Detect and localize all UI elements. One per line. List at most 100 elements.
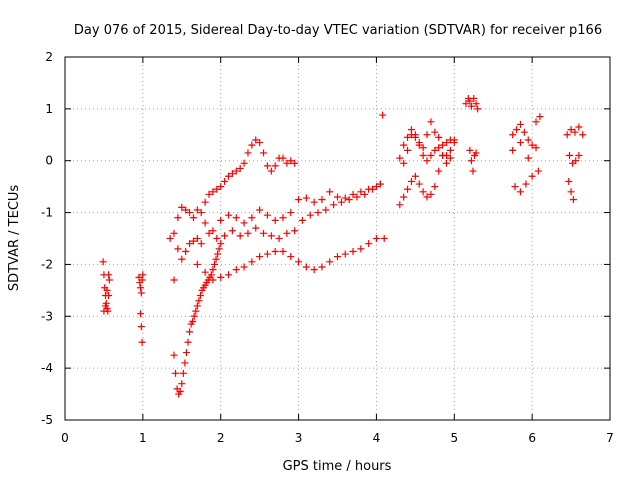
series-track-3 — [174, 180, 384, 255]
data-point — [225, 271, 232, 279]
data-point — [419, 152, 427, 160]
data-point — [302, 194, 310, 202]
data-point — [193, 302, 201, 310]
data-point — [472, 149, 480, 157]
data-point — [248, 258, 256, 266]
data-point — [341, 194, 349, 202]
data-point — [209, 188, 217, 196]
data-point — [100, 307, 108, 315]
data-point — [509, 146, 517, 154]
data-point — [105, 271, 113, 279]
series-track-1 — [166, 136, 299, 242]
data-point — [186, 328, 194, 336]
data-point — [225, 172, 232, 180]
data-point — [181, 359, 189, 367]
data-point — [137, 284, 145, 292]
data-point — [295, 196, 303, 204]
data-point — [372, 183, 380, 191]
data-point — [446, 154, 454, 162]
data-point — [334, 193, 341, 201]
data-point — [469, 167, 477, 175]
data-point — [279, 154, 287, 162]
data-point — [228, 227, 236, 235]
data-point — [400, 159, 408, 167]
data-point — [528, 172, 536, 180]
data-point — [172, 369, 180, 377]
data-point — [201, 268, 209, 276]
data-point — [419, 144, 427, 152]
data-point — [205, 190, 213, 198]
data-point — [513, 126, 521, 134]
data-point — [407, 126, 415, 134]
data-point — [528, 141, 536, 149]
data-point — [322, 206, 330, 214]
data-point — [446, 146, 454, 154]
data-point — [225, 211, 232, 219]
data-point — [310, 198, 318, 206]
data-point — [178, 380, 186, 388]
data-point — [310, 266, 318, 274]
data-point — [404, 133, 412, 141]
data-point — [369, 185, 377, 193]
x-tick-label: 4 — [373, 431, 381, 445]
data-point — [431, 146, 439, 154]
y-tick-label: -3 — [41, 309, 53, 323]
data-point — [569, 196, 577, 204]
data-point — [192, 307, 200, 315]
data-point — [213, 235, 221, 242]
data-point — [232, 167, 240, 175]
data-point — [287, 157, 295, 165]
data-point — [236, 164, 244, 172]
data-point — [166, 235, 174, 242]
data-point — [240, 219, 248, 227]
data-point — [534, 167, 542, 175]
x-axis-label: GPS time / hours — [283, 459, 392, 474]
grid-layer — [65, 57, 610, 420]
data-point — [252, 224, 260, 232]
data-point — [427, 118, 435, 126]
x-tick-label: 5 — [450, 431, 458, 445]
data-point — [240, 159, 248, 167]
data-point — [178, 255, 186, 263]
data-point — [520, 128, 528, 136]
data-point — [357, 245, 365, 253]
data-point — [193, 206, 201, 214]
series-cluster-6h — [509, 113, 544, 196]
data-point — [400, 141, 408, 149]
data-point — [396, 201, 404, 209]
data-point — [575, 152, 583, 160]
data-point — [365, 240, 373, 248]
data-point — [138, 338, 146, 346]
data-point — [138, 276, 146, 284]
data-point — [189, 214, 197, 222]
data-point — [357, 188, 365, 196]
data-point — [170, 276, 178, 284]
series-cluster-6.5h — [563, 123, 587, 204]
tick-layer: 0 1 2 3 4 5 6 7 -5 -4 -3 -2 -1 0 1 2 — [41, 50, 614, 445]
data-point — [435, 167, 443, 175]
y-tick-label: 1 — [45, 102, 53, 116]
data-point — [189, 237, 197, 245]
data-point — [205, 229, 213, 237]
data-point — [572, 157, 580, 165]
data-point — [431, 183, 439, 191]
data-point — [248, 141, 256, 149]
data-point — [228, 170, 236, 178]
data-point — [435, 144, 443, 152]
y-axis-label: SDTVAR / TECUs — [7, 185, 22, 292]
data-point — [419, 188, 427, 196]
data-point — [248, 214, 256, 222]
data-point — [178, 203, 186, 211]
data-point — [267, 167, 275, 175]
data-point — [575, 123, 583, 131]
data-point — [361, 190, 369, 198]
data-point — [182, 247, 190, 255]
data-point — [196, 292, 204, 300]
data-point — [411, 172, 419, 180]
data-point — [372, 235, 380, 242]
data-point — [195, 297, 203, 305]
data-point — [404, 146, 412, 154]
series-gap-point — [379, 111, 387, 119]
data-point — [267, 232, 275, 240]
